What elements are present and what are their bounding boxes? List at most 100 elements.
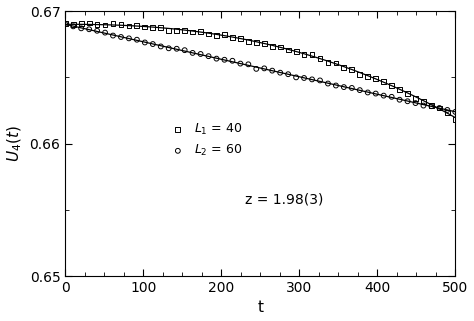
$L_1$ = 40 xyxy=(292,49,300,54)
$L_1$ = 40 xyxy=(197,29,204,34)
$L_1$ = 40 xyxy=(396,87,403,92)
$L_2$ = 60 xyxy=(419,103,427,108)
$L_2$ = 60 xyxy=(268,68,276,73)
$L_2$ = 60 xyxy=(157,44,164,49)
Text: z = 1.98(3): z = 1.98(3) xyxy=(245,192,323,206)
$L_2$ = 60 xyxy=(428,104,435,109)
$L_2$ = 60 xyxy=(228,58,236,63)
$L_2$ = 60 xyxy=(133,37,141,42)
$L_2$ = 60 xyxy=(396,97,403,102)
$L_2$ = 60 xyxy=(117,34,125,39)
$L_2$ = 60 xyxy=(173,46,181,51)
$L_2$ = 60 xyxy=(300,75,308,81)
$L_2$ = 60 xyxy=(213,56,220,61)
Y-axis label: $U_4(t)$: $U_4(t)$ xyxy=(6,125,24,162)
$L_2$ = 60 xyxy=(62,22,69,27)
$L_1$ = 40 xyxy=(69,22,77,27)
$L_1$ = 40 xyxy=(300,52,308,57)
$L_1$ = 40 xyxy=(364,74,372,79)
$L_1$ = 40 xyxy=(268,44,276,49)
$L_2$ = 60 xyxy=(332,83,340,88)
$L_1$ = 40 xyxy=(436,105,443,110)
$L_2$ = 60 xyxy=(340,84,347,90)
$L_1$ = 40 xyxy=(157,25,164,30)
$L_2$ = 60 xyxy=(93,28,101,33)
$L_2$ = 60 xyxy=(316,78,324,83)
$L_2$ = 60 xyxy=(388,94,395,100)
$L_1$ = 40 xyxy=(404,91,411,96)
$L_2$ = 60 xyxy=(101,30,109,35)
$L_1$ = 40 xyxy=(412,96,419,101)
$L_1$ = 40 xyxy=(205,31,212,37)
$L_1$ = 40 xyxy=(316,56,324,61)
$L_1$ = 40 xyxy=(77,21,85,26)
$L_1$ = 40 xyxy=(109,21,117,26)
$L_2$ = 60 xyxy=(364,90,372,95)
$L_1$ = 40 xyxy=(149,25,156,30)
$L_2$ = 60 xyxy=(109,33,117,38)
$L_1$ = 40 xyxy=(284,47,292,52)
$L_2$ = 60 xyxy=(85,27,93,32)
$L_1$ = 40 xyxy=(444,110,451,116)
$L_2$ = 60 xyxy=(444,108,451,113)
$L_1$ = 40 xyxy=(141,24,149,30)
$L_2$ = 60 xyxy=(181,48,189,53)
$L_1$ = 40 xyxy=(85,21,93,26)
$L_1$ = 40 xyxy=(133,23,141,28)
$L_1$ = 40 xyxy=(125,23,133,29)
$L_1$ = 40 xyxy=(173,28,181,33)
$L_1$ = 40 xyxy=(332,60,340,65)
$L_2$ = 60 xyxy=(261,66,268,71)
$L_2$ = 60 xyxy=(348,85,356,91)
$L_2$ = 60 xyxy=(245,62,252,67)
$L_1$ = 40 xyxy=(221,32,228,37)
$L_1$ = 40 xyxy=(388,83,395,88)
$L_2$ = 60 xyxy=(149,41,156,47)
$L_2$ = 60 xyxy=(356,88,364,93)
$L_2$ = 60 xyxy=(205,54,212,59)
$L_1$ = 40 xyxy=(372,76,380,81)
$L_2$ = 60 xyxy=(237,61,244,66)
$L_2$ = 60 xyxy=(69,24,77,29)
$L_1$ = 40 xyxy=(276,44,284,49)
$L_1$ = 40 xyxy=(117,22,125,27)
$L_1$ = 40 xyxy=(93,22,101,27)
$L_2$ = 60 xyxy=(404,99,411,104)
$L_2$ = 60 xyxy=(125,36,133,41)
$L_2$ = 60 xyxy=(412,100,419,106)
$L_2$ = 60 xyxy=(77,26,85,31)
$L_1$ = 40 xyxy=(261,41,268,46)
X-axis label: t: t xyxy=(257,300,263,316)
$L_1$ = 40 xyxy=(181,28,189,33)
$L_1$ = 40 xyxy=(165,28,173,33)
$L_1$ = 40 xyxy=(324,60,332,65)
$L_1$ = 40 xyxy=(237,36,244,41)
$L_2$ = 60 xyxy=(165,46,173,51)
$L_2$ = 60 xyxy=(324,81,332,86)
$L_1$ = 40 xyxy=(428,103,435,108)
$L_2$ = 60 xyxy=(197,51,204,56)
$L_2$ = 60 xyxy=(292,75,300,80)
$L_1$ = 40 xyxy=(189,30,196,35)
$L_1$ = 40 xyxy=(308,52,316,57)
$L_2$ = 60 xyxy=(221,57,228,62)
$L_1$ = 40 xyxy=(380,79,387,84)
$L_1$ = 40 xyxy=(356,72,364,77)
Legend: $L_1$ = 40, $L_2$ = 60: $L_1$ = 40, $L_2$ = 60 xyxy=(162,118,246,162)
$L_1$ = 40 xyxy=(245,39,252,44)
$L_1$ = 40 xyxy=(340,65,347,70)
$L_2$ = 60 xyxy=(189,50,196,56)
$L_1$ = 40 xyxy=(419,99,427,104)
$L_1$ = 40 xyxy=(228,35,236,40)
$L_2$ = 60 xyxy=(308,77,316,82)
$L_2$ = 60 xyxy=(141,40,149,45)
$L_2$ = 60 xyxy=(372,91,380,96)
$L_2$ = 60 xyxy=(276,70,284,75)
$L_1$ = 40 xyxy=(213,33,220,38)
$L_1$ = 40 xyxy=(348,67,356,72)
$L_2$ = 60 xyxy=(380,93,387,98)
$L_1$ = 40 xyxy=(101,22,109,28)
$L_2$ = 60 xyxy=(284,72,292,77)
$L_2$ = 60 xyxy=(253,66,260,72)
$L_2$ = 60 xyxy=(436,105,443,110)
